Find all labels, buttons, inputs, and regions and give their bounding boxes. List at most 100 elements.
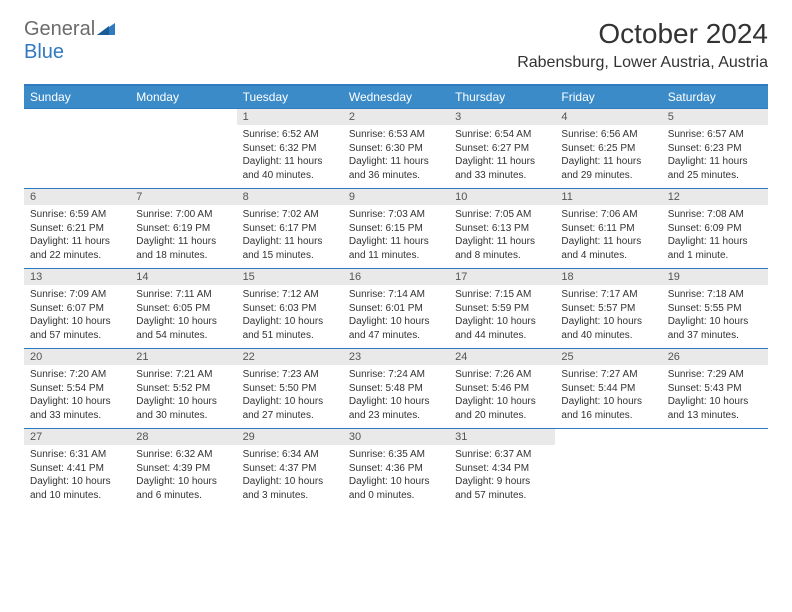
day-cell: 17Sunrise: 7:15 AMSunset: 5:59 PMDayligh… (449, 269, 555, 348)
sunset-text: Sunset: 6:23 PM (668, 142, 762, 156)
sunrise-text: Sunrise: 7:26 AM (455, 368, 549, 382)
sunrise-text: Sunrise: 7:12 AM (243, 288, 337, 302)
day-number: 29 (237, 429, 343, 445)
day-body: Sunrise: 7:09 AMSunset: 6:07 PMDaylight:… (24, 285, 130, 348)
day-number: 25 (555, 349, 661, 365)
daylight-text: Daylight: 11 hours and 18 minutes. (136, 235, 230, 262)
day-number: 20 (24, 349, 130, 365)
day-body: Sunrise: 6:37 AMSunset: 4:34 PMDaylight:… (449, 445, 555, 508)
sunset-text: Sunset: 4:34 PM (455, 462, 549, 476)
day-body: Sunrise: 6:59 AMSunset: 6:21 PMDaylight:… (24, 205, 130, 268)
day-cell: 7Sunrise: 7:00 AMSunset: 6:19 PMDaylight… (130, 189, 236, 268)
day-cell: 2Sunrise: 6:53 AMSunset: 6:30 PMDaylight… (343, 109, 449, 188)
week-row: 1Sunrise: 6:52 AMSunset: 6:32 PMDaylight… (24, 108, 768, 188)
daylight-text: Daylight: 10 hours and 40 minutes. (561, 315, 655, 342)
daylight-text: Daylight: 11 hours and 33 minutes. (455, 155, 549, 182)
sunrise-text: Sunrise: 7:14 AM (349, 288, 443, 302)
day-body: Sunrise: 7:15 AMSunset: 5:59 PMDaylight:… (449, 285, 555, 348)
day-cell: 15Sunrise: 7:12 AMSunset: 6:03 PMDayligh… (237, 269, 343, 348)
daylight-text: Daylight: 11 hours and 11 minutes. (349, 235, 443, 262)
day-number: 11 (555, 189, 661, 205)
sunrise-text: Sunrise: 7:02 AM (243, 208, 337, 222)
day-number: 18 (555, 269, 661, 285)
day-number: 16 (343, 269, 449, 285)
location: Rabensburg, Lower Austria, Austria (517, 54, 768, 72)
sunset-text: Sunset: 6:09 PM (668, 222, 762, 236)
daylight-text: Daylight: 10 hours and 6 minutes. (136, 475, 230, 502)
day-cell: 3Sunrise: 6:54 AMSunset: 6:27 PMDaylight… (449, 109, 555, 188)
day-cell: 27Sunrise: 6:31 AMSunset: 4:41 PMDayligh… (24, 429, 130, 508)
day-cell: 19Sunrise: 7:18 AMSunset: 5:55 PMDayligh… (662, 269, 768, 348)
day-cell: 16Sunrise: 7:14 AMSunset: 6:01 PMDayligh… (343, 269, 449, 348)
daylight-text: Daylight: 11 hours and 36 minutes. (349, 155, 443, 182)
day-number: 21 (130, 349, 236, 365)
sunset-text: Sunset: 6:01 PM (349, 302, 443, 316)
sunrise-text: Sunrise: 6:31 AM (30, 448, 124, 462)
sunset-text: Sunset: 4:39 PM (136, 462, 230, 476)
day-body: Sunrise: 6:56 AMSunset: 6:25 PMDaylight:… (555, 125, 661, 188)
sunset-text: Sunset: 5:44 PM (561, 382, 655, 396)
day-cell: 4Sunrise: 6:56 AMSunset: 6:25 PMDaylight… (555, 109, 661, 188)
day-cell: 12Sunrise: 7:08 AMSunset: 6:09 PMDayligh… (662, 189, 768, 268)
day-header: Friday (555, 86, 661, 108)
day-cell: 1Sunrise: 6:52 AMSunset: 6:32 PMDaylight… (237, 109, 343, 188)
day-body: Sunrise: 7:14 AMSunset: 6:01 PMDaylight:… (343, 285, 449, 348)
day-number: 13 (24, 269, 130, 285)
sunset-text: Sunset: 6:25 PM (561, 142, 655, 156)
day-number: 15 (237, 269, 343, 285)
sunset-text: Sunset: 6:19 PM (136, 222, 230, 236)
day-body: Sunrise: 7:12 AMSunset: 6:03 PMDaylight:… (237, 285, 343, 348)
day-cell: 13Sunrise: 7:09 AMSunset: 6:07 PMDayligh… (24, 269, 130, 348)
sunrise-text: Sunrise: 6:57 AM (668, 128, 762, 142)
day-body: Sunrise: 6:32 AMSunset: 4:39 PMDaylight:… (130, 445, 236, 508)
day-number: 12 (662, 189, 768, 205)
day-cell (662, 429, 768, 508)
day-body: Sunrise: 7:24 AMSunset: 5:48 PMDaylight:… (343, 365, 449, 428)
day-body: Sunrise: 7:02 AMSunset: 6:17 PMDaylight:… (237, 205, 343, 268)
sunrise-text: Sunrise: 7:20 AM (30, 368, 124, 382)
daylight-text: Daylight: 10 hours and 23 minutes. (349, 395, 443, 422)
day-body: Sunrise: 6:31 AMSunset: 4:41 PMDaylight:… (24, 445, 130, 508)
daylight-text: Daylight: 11 hours and 4 minutes. (561, 235, 655, 262)
sunset-text: Sunset: 5:46 PM (455, 382, 549, 396)
daylight-text: Daylight: 10 hours and 10 minutes. (30, 475, 124, 502)
day-cell: 23Sunrise: 7:24 AMSunset: 5:48 PMDayligh… (343, 349, 449, 428)
day-body: Sunrise: 7:26 AMSunset: 5:46 PMDaylight:… (449, 365, 555, 428)
day-body: Sunrise: 6:34 AMSunset: 4:37 PMDaylight:… (237, 445, 343, 508)
day-header-row: Sunday Monday Tuesday Wednesday Thursday… (24, 86, 768, 108)
daylight-text: Daylight: 10 hours and 16 minutes. (561, 395, 655, 422)
day-body: Sunrise: 7:11 AMSunset: 6:05 PMDaylight:… (130, 285, 236, 348)
day-number: 5 (662, 109, 768, 125)
month-title: October 2024 (517, 18, 768, 50)
day-cell: 25Sunrise: 7:27 AMSunset: 5:44 PMDayligh… (555, 349, 661, 428)
sunrise-text: Sunrise: 7:06 AM (561, 208, 655, 222)
day-number: 28 (130, 429, 236, 445)
sunrise-text: Sunrise: 7:08 AM (668, 208, 762, 222)
day-body: Sunrise: 7:00 AMSunset: 6:19 PMDaylight:… (130, 205, 236, 268)
day-cell: 8Sunrise: 7:02 AMSunset: 6:17 PMDaylight… (237, 189, 343, 268)
day-header: Monday (130, 86, 236, 108)
sunset-text: Sunset: 6:17 PM (243, 222, 337, 236)
day-cell: 6Sunrise: 6:59 AMSunset: 6:21 PMDaylight… (24, 189, 130, 268)
sunset-text: Sunset: 6:32 PM (243, 142, 337, 156)
sunrise-text: Sunrise: 6:34 AM (243, 448, 337, 462)
daylight-text: Daylight: 11 hours and 40 minutes. (243, 155, 337, 182)
sunset-text: Sunset: 5:54 PM (30, 382, 124, 396)
day-header: Sunday (24, 86, 130, 108)
day-body: Sunrise: 7:23 AMSunset: 5:50 PMDaylight:… (237, 365, 343, 428)
sunset-text: Sunset: 6:27 PM (455, 142, 549, 156)
day-cell: 10Sunrise: 7:05 AMSunset: 6:13 PMDayligh… (449, 189, 555, 268)
day-body: Sunrise: 7:20 AMSunset: 5:54 PMDaylight:… (24, 365, 130, 428)
daylight-text: Daylight: 10 hours and 3 minutes. (243, 475, 337, 502)
daylight-text: Daylight: 11 hours and 22 minutes. (30, 235, 124, 262)
sunrise-text: Sunrise: 7:23 AM (243, 368, 337, 382)
day-header: Tuesday (237, 86, 343, 108)
sunset-text: Sunset: 5:48 PM (349, 382, 443, 396)
daylight-text: Daylight: 10 hours and 0 minutes. (349, 475, 443, 502)
day-body: Sunrise: 7:17 AMSunset: 5:57 PMDaylight:… (555, 285, 661, 348)
day-body: Sunrise: 7:06 AMSunset: 6:11 PMDaylight:… (555, 205, 661, 268)
week-row: 20Sunrise: 7:20 AMSunset: 5:54 PMDayligh… (24, 348, 768, 428)
day-number: 19 (662, 269, 768, 285)
sunrise-text: Sunrise: 7:09 AM (30, 288, 124, 302)
day-cell: 31Sunrise: 6:37 AMSunset: 4:34 PMDayligh… (449, 429, 555, 508)
